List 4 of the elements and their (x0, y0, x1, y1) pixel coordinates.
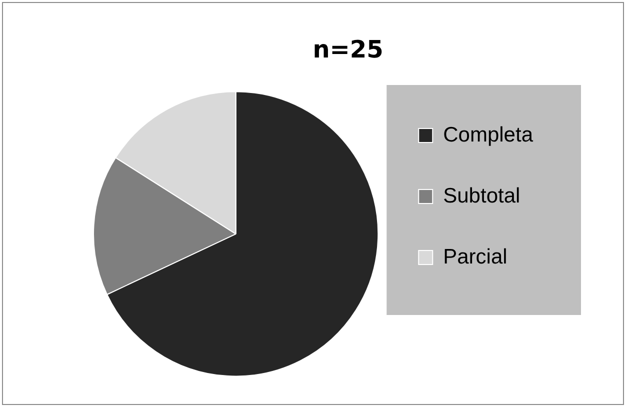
chart-title: n=25 (312, 36, 384, 64)
legend-label: Completa (443, 123, 534, 146)
legend-label: Parcial (443, 245, 508, 268)
legend-label: Subtotal (443, 184, 520, 208)
